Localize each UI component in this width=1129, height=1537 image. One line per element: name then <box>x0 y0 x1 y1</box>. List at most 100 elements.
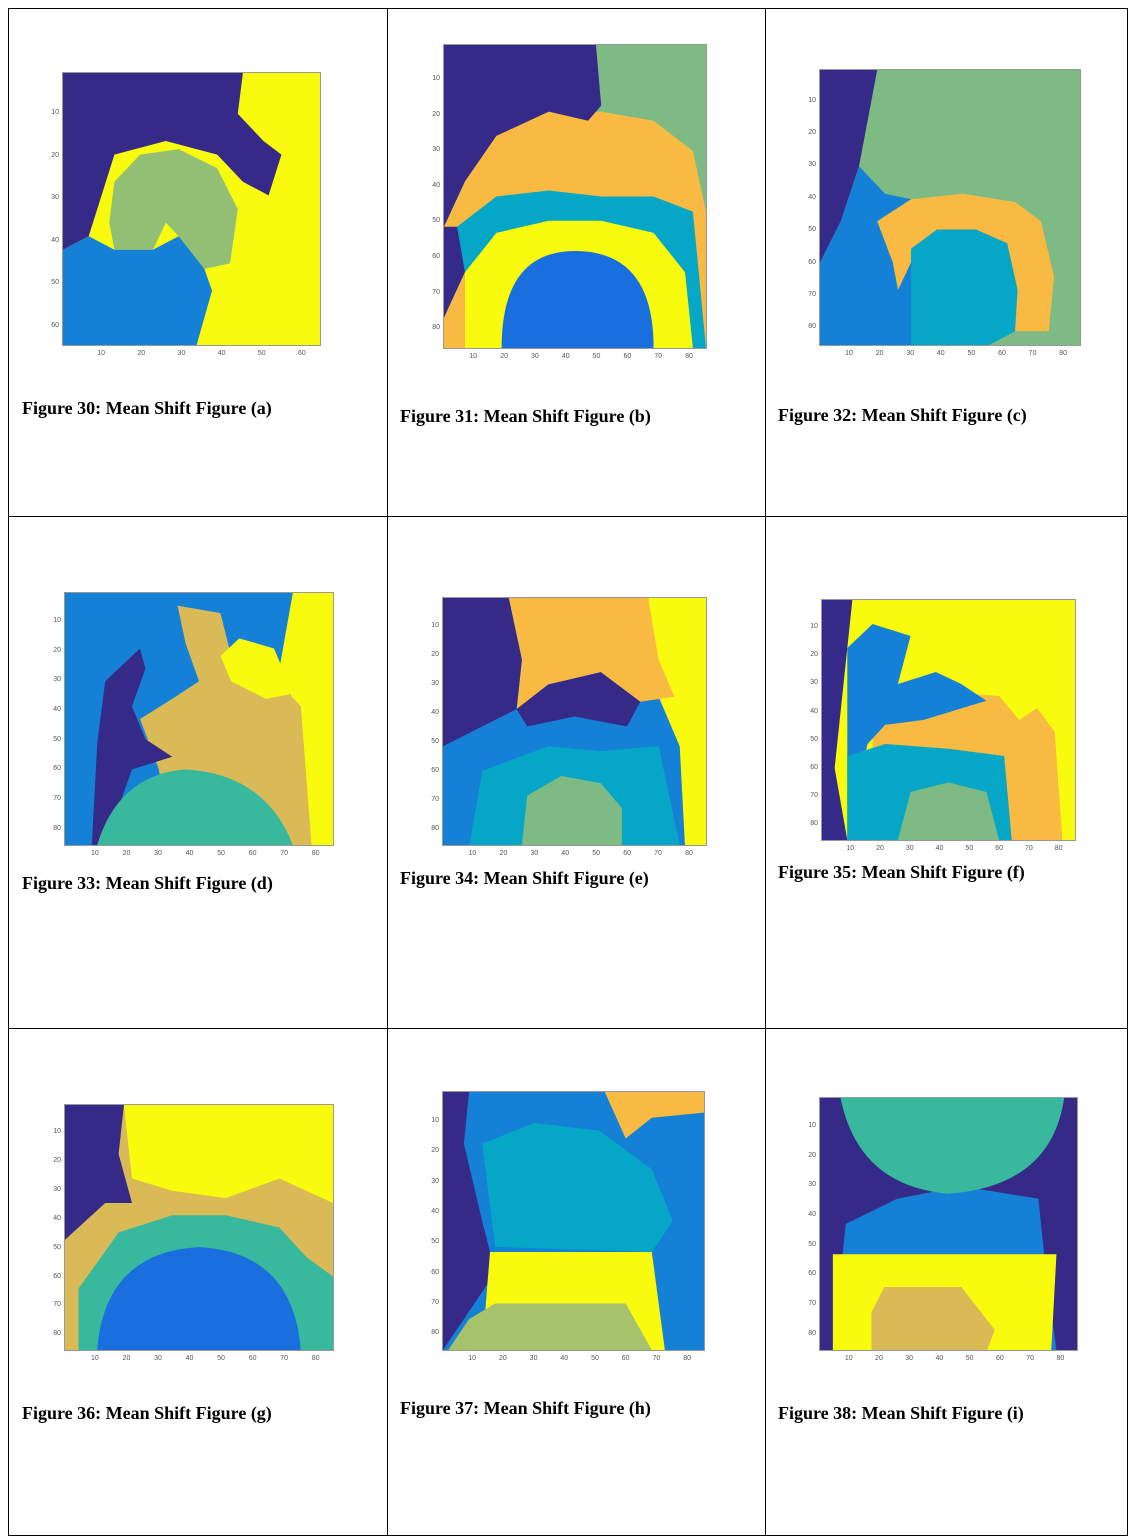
tick-label: 60 <box>998 350 1006 357</box>
tick-label: 80 <box>431 1329 439 1337</box>
figure: 10 20 30 40 50 60 10 20 30 40 50 60 <box>51 72 321 357</box>
tick-label: 60 <box>248 850 257 857</box>
tick-label: 30 <box>154 1355 162 1362</box>
tick-label: 20 <box>808 129 816 137</box>
tick-label: 50 <box>53 735 61 743</box>
tick-label: 70 <box>654 850 662 857</box>
figure-caption: Figure 35: Mean Shift Figure (f) <box>778 862 1025 882</box>
tick-label: 70 <box>1024 845 1033 852</box>
segmentation-image <box>444 45 706 348</box>
tick-label: 40 <box>185 1355 194 1362</box>
tick-label: 50 <box>808 1240 816 1248</box>
tick-label: 30 <box>154 850 162 857</box>
tick-label: 10 <box>468 1355 477 1362</box>
figure-caption: Figure 32: Mean Shift Figure (c) <box>778 405 1027 425</box>
table-border <box>8 8 9 1536</box>
figure: 10 20 30 40 50 60 70 80 10 20 30 40 50 60 70 80 <box>432 44 707 360</box>
tick-label: 30 <box>906 350 915 357</box>
tick-label: 60 <box>810 764 818 771</box>
tick-label: 10 <box>808 96 816 104</box>
tick-label: 10 <box>91 850 99 857</box>
tick-label: 60 <box>53 765 61 773</box>
table-border <box>387 8 388 1536</box>
tick-label: 80 <box>808 323 816 331</box>
tick-label: 80 <box>685 353 693 360</box>
figure: 10 20 30 40 50 60 70 80 10 20 30 40 50 60 70 80 <box>808 69 1081 357</box>
tick-label: 10 <box>845 350 853 357</box>
tick-label: 70 <box>1026 1355 1035 1362</box>
tick-label: 80 <box>432 324 440 332</box>
figure-caption: Figure 31: Mean Shift Figure (b) <box>400 406 651 426</box>
tick-label: 60 <box>621 1355 630 1362</box>
tick-label: 50 <box>592 850 601 857</box>
tick-label: 50 <box>810 735 818 743</box>
tick-label: 10 <box>431 1116 439 1124</box>
tick-label: 60 <box>248 1355 257 1362</box>
tick-label: 30 <box>53 1186 61 1194</box>
tick-label: 70 <box>431 1298 439 1306</box>
tick-label: 30 <box>808 1181 816 1189</box>
tick-label: 70 <box>432 288 440 296</box>
table-border <box>8 1535 1128 1536</box>
tick-label: 70 <box>53 795 61 803</box>
figure: 10 20 30 40 50 60 70 80 10 20 30 40 50 60 70 80 <box>53 1104 334 1362</box>
tick-label: 20 <box>122 850 131 857</box>
tick-label: 20 <box>498 1355 507 1362</box>
tick-label: 30 <box>53 676 61 684</box>
tick-label: 40 <box>935 845 944 852</box>
tick-label: 60 <box>51 321 59 329</box>
table-border <box>8 1028 1128 1029</box>
tick-label: 30 <box>808 161 816 169</box>
tick-label: 80 <box>810 820 818 828</box>
tick-label: 20 <box>53 646 61 654</box>
tick-label: 80 <box>1054 845 1063 852</box>
tick-label: 80 <box>685 850 693 857</box>
tick-label: 30 <box>905 1355 914 1362</box>
tick-label: 70 <box>53 1301 61 1309</box>
tick-label: 50 <box>808 226 816 234</box>
tick-label: 80 <box>431 825 439 833</box>
tick-label: 80 <box>53 1330 61 1338</box>
tick-label: 70 <box>280 1355 289 1362</box>
tick-label: 40 <box>935 1355 944 1362</box>
segmentation-image <box>63 73 320 345</box>
segmentation-image <box>65 1105 333 1350</box>
tick-label: 80 <box>311 850 320 857</box>
tick-label: 80 <box>53 824 61 832</box>
tick-label: 20 <box>431 1147 439 1155</box>
tick-label: 20 <box>53 1157 61 1165</box>
figure-caption: Figure 34: Mean Shift Figure (e) <box>400 868 649 888</box>
figure-caption: Figure 38: Mean Shift Figure (i) <box>778 1403 1024 1423</box>
tick-label: 50 <box>217 1355 225 1362</box>
tick-label: 70 <box>652 1355 661 1362</box>
tick-label: 40 <box>560 1355 569 1362</box>
tick-label: 20 <box>500 353 508 360</box>
tick-label: 70 <box>654 353 663 360</box>
segmentation-image <box>820 70 1080 345</box>
tick-label: 40 <box>561 850 570 857</box>
figure-caption: Figure 30: Mean Shift Figure (a) <box>22 398 272 418</box>
tick-label: 20 <box>432 110 440 118</box>
tick-label: 40 <box>810 707 818 715</box>
tick-label: 50 <box>431 1238 439 1246</box>
tick-label: 80 <box>1056 1355 1065 1362</box>
tick-label: 70 <box>431 795 439 803</box>
figure: 10 20 30 40 50 60 70 80 10 20 30 40 50 60 70 80 <box>431 1091 705 1362</box>
tick-label: 30 <box>529 1355 538 1362</box>
tick-label: 30 <box>531 353 539 360</box>
tick-label: 30 <box>431 679 439 687</box>
tick-label: 60 <box>431 766 439 774</box>
tick-label: 10 <box>431 621 439 629</box>
tick-label: 30 <box>51 194 59 202</box>
table-border <box>8 8 1128 9</box>
tick-label: 20 <box>810 651 818 659</box>
tick-label: 40 <box>217 350 226 357</box>
figure-caption: Figure 37: Mean Shift Figure (h) <box>400 1398 651 1418</box>
segmentation-image <box>443 598 706 845</box>
tick-label: 50 <box>965 845 974 852</box>
segmentation-image <box>443 1092 704 1350</box>
tick-label: 50 <box>965 1355 974 1362</box>
tick-label: 80 <box>808 1329 816 1337</box>
segmentation-image <box>822 600 1075 840</box>
